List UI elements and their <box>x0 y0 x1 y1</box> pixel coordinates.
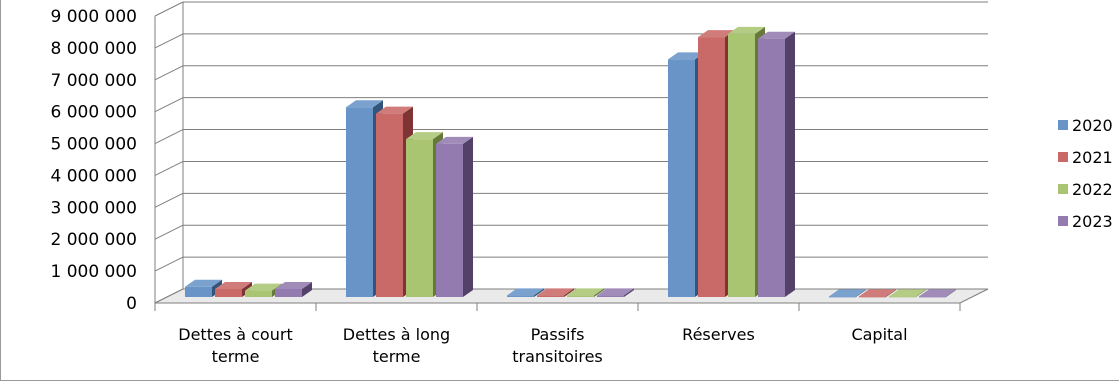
bar[interactable] <box>346 107 373 297</box>
bar[interactable] <box>215 289 242 297</box>
y-tick-label: 3 000 000 <box>50 198 137 218</box>
bar[interactable] <box>597 295 624 297</box>
bar-top <box>829 289 866 297</box>
bar-side <box>594 288 604 297</box>
bar[interactable] <box>275 289 302 297</box>
bar-side <box>534 288 544 297</box>
bar[interactable] <box>668 59 695 297</box>
bar-top <box>668 52 705 60</box>
bar-top <box>436 136 473 144</box>
category-label: Passifs <box>531 325 585 344</box>
bar-side <box>624 288 634 297</box>
y-tick-label: 2 000 000 <box>50 230 137 250</box>
bar[interactable] <box>376 113 403 297</box>
y-tick-label: 5 000 000 <box>50 135 137 155</box>
bar[interactable] <box>507 295 534 297</box>
bar-side <box>785 31 795 297</box>
gridline-depth <box>154 256 184 272</box>
category-label: Réserves <box>682 325 755 344</box>
bar[interactable] <box>567 295 594 297</box>
bar-side <box>916 289 926 297</box>
y-tick-label: 7 000 000 <box>50 71 137 91</box>
legend-label: 2023 <box>1072 212 1113 231</box>
bar-top <box>597 288 634 296</box>
bar-top <box>376 106 413 114</box>
category-label: transitoires <box>512 347 603 366</box>
category-label: terme <box>212 347 260 366</box>
bar-top <box>889 289 926 297</box>
bar-side <box>946 289 956 297</box>
bar-top <box>537 288 574 296</box>
gridline-depth <box>154 65 184 81</box>
gridline-depth <box>154 129 184 145</box>
bar-top <box>275 282 312 290</box>
bar-top <box>567 288 604 296</box>
gridline-depth <box>154 160 184 176</box>
category-label: Dettes à court <box>178 325 292 344</box>
bar-side <box>856 289 866 297</box>
legend-label: 2022 <box>1072 180 1113 199</box>
bar-top <box>728 26 765 34</box>
bar-top <box>758 31 795 39</box>
bar-side <box>463 136 473 297</box>
bar-top <box>406 132 443 140</box>
category-label: Capital <box>851 325 907 344</box>
category-label: terme <box>373 347 421 366</box>
bar[interactable] <box>537 295 564 297</box>
bar-side <box>564 288 574 297</box>
bar[interactable] <box>829 296 856 298</box>
legend-label: 2020 <box>1072 116 1113 135</box>
bar[interactable] <box>245 290 272 297</box>
bar-top <box>919 289 956 297</box>
y-tick-label: 4 000 000 <box>50 166 137 186</box>
bar[interactable] <box>728 33 755 298</box>
bar-top <box>507 288 544 296</box>
bar[interactable] <box>919 296 946 298</box>
bar-top <box>245 283 282 291</box>
bar-top <box>698 30 735 38</box>
bar[interactable] <box>185 286 212 297</box>
gridline-depth <box>154 97 184 113</box>
gridline-depth <box>154 1 184 17</box>
gridline-depth <box>154 192 184 208</box>
bar[interactable] <box>859 296 886 298</box>
bar-top <box>185 279 222 287</box>
bar[interactable] <box>758 38 785 297</box>
bar[interactable] <box>698 37 725 297</box>
bar[interactable] <box>889 296 916 298</box>
y-tick-label: 9 000 000 <box>50 7 137 27</box>
bar[interactable] <box>406 139 433 297</box>
gridline-depth <box>154 224 184 240</box>
bar-top <box>859 289 896 297</box>
bar[interactable] <box>436 143 463 297</box>
bar-side <box>886 289 896 297</box>
legend-label: 2021 <box>1072 148 1113 167</box>
category-label: Dettes à long <box>343 325 450 344</box>
legend-swatch <box>1058 216 1068 226</box>
y-tick-label: 0 <box>126 294 137 314</box>
y-tick-label: 8 000 000 <box>50 39 137 59</box>
legend-swatch <box>1058 152 1068 162</box>
y-tick-label: 1 000 000 <box>50 262 137 282</box>
bar-side <box>302 282 312 297</box>
legend-swatch <box>1058 120 1068 130</box>
bar-top <box>215 282 252 290</box>
legend-swatch <box>1058 184 1068 194</box>
gridline-depth <box>154 33 184 49</box>
bar-top <box>346 100 383 108</box>
y-tick-label: 6 000 000 <box>50 103 137 123</box>
